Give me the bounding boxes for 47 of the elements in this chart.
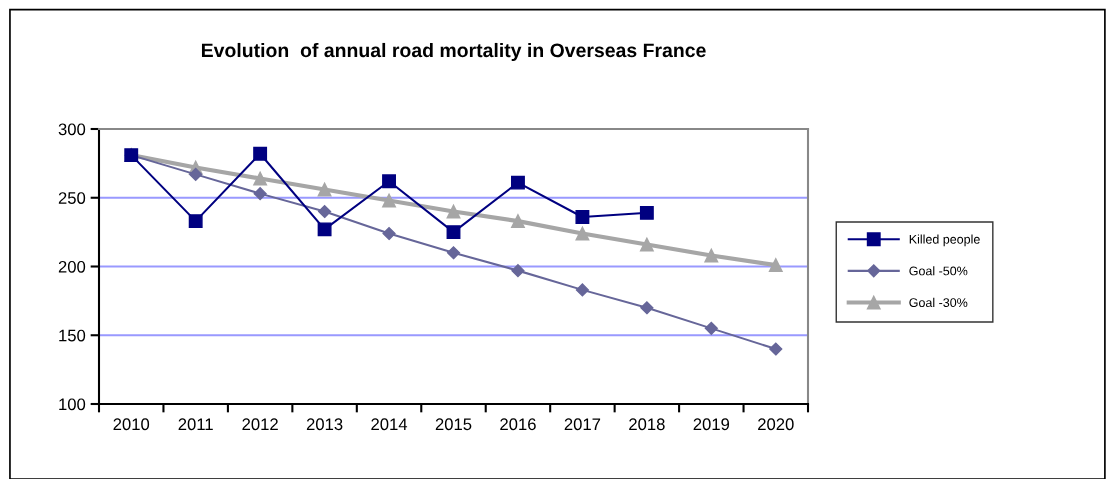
x-tick-label: 2010	[113, 418, 150, 431]
point	[189, 167, 203, 181]
legend-label: Goal -30%	[909, 297, 968, 308]
point	[253, 171, 268, 186]
x-tick-label: 2017	[564, 418, 601, 431]
point	[511, 175, 525, 190]
x-tick-label: 2013	[306, 418, 343, 431]
y-tick-label: 100	[59, 398, 86, 411]
x-tick-label: 2019	[693, 418, 730, 431]
point	[253, 146, 268, 161]
y-tick-label: 200	[58, 260, 86, 273]
point	[317, 182, 332, 197]
point	[511, 264, 525, 278]
point	[704, 248, 719, 263]
x-tick-label: 2015	[435, 418, 472, 431]
point	[704, 321, 718, 335]
point	[511, 214, 525, 229]
x-tick-label: 2012	[242, 418, 278, 431]
x-tick-label: 2016	[500, 418, 536, 431]
y-tick-label: 300	[58, 123, 86, 136]
x-tick-label: 2018	[629, 418, 665, 431]
point	[639, 237, 654, 252]
point	[382, 174, 396, 189]
legend-label: Killed people	[909, 234, 980, 247]
y-tick-label: 250	[58, 192, 86, 204]
x-tick-label: 2014	[371, 418, 408, 431]
point	[188, 214, 203, 229]
point	[253, 187, 267, 201]
x-tick-label: 2011	[178, 418, 213, 431]
point	[382, 193, 396, 208]
point	[575, 283, 589, 297]
point	[640, 301, 654, 315]
point	[446, 246, 461, 260]
legend-label: Goal -50%	[909, 266, 968, 276]
chart-title: Evolution of annual road mortality in Overseas France	[201, 42, 706, 62]
point	[317, 222, 332, 237]
point	[768, 258, 783, 273]
point	[382, 226, 396, 241]
point	[575, 210, 590, 224]
x-tick-label: 2020	[758, 418, 794, 431]
point	[575, 226, 590, 241]
point	[446, 225, 461, 240]
point	[446, 204, 461, 219]
point	[769, 342, 783, 356]
point	[639, 205, 654, 220]
y-tick-label: 150	[59, 329, 86, 342]
point	[318, 204, 332, 219]
